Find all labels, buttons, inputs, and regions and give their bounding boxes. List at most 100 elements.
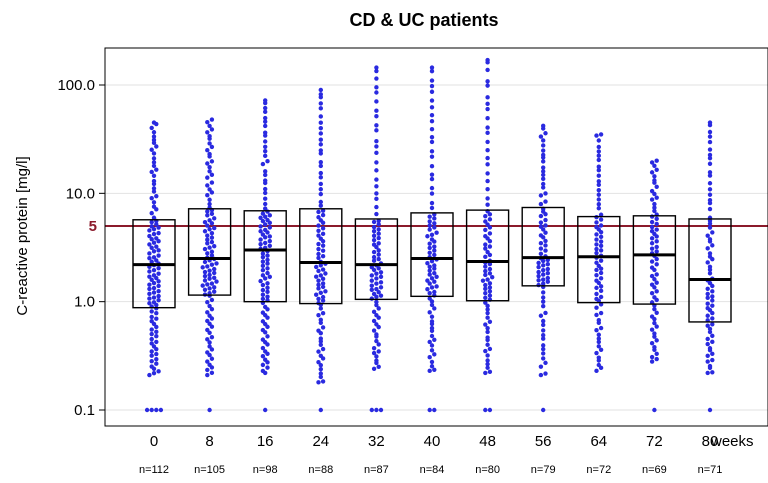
data-point (594, 232, 599, 237)
data-point (202, 273, 208, 279)
data-point (207, 136, 212, 141)
data-point (318, 339, 323, 344)
data-point (427, 407, 432, 413)
data-point (318, 106, 323, 111)
data-point (485, 130, 490, 136)
data-point (202, 246, 208, 252)
x-axis-label: weeks (710, 433, 754, 450)
data-point (151, 290, 157, 295)
data-point (652, 285, 657, 290)
data-point (207, 272, 212, 278)
data-point (485, 365, 490, 370)
data-point (710, 310, 715, 316)
data-point (156, 271, 161, 276)
data-point (149, 196, 154, 201)
data-point (378, 407, 384, 413)
data-point (378, 270, 384, 275)
data-point (707, 200, 713, 206)
data-point (427, 272, 432, 277)
data-point (432, 248, 437, 253)
data-point (427, 250, 432, 255)
data-point (432, 407, 437, 413)
data-point (151, 226, 157, 232)
data-point (429, 299, 435, 304)
data-point (434, 274, 439, 280)
data-point (707, 181, 713, 186)
data-point (541, 332, 546, 338)
data-point (151, 160, 157, 165)
data-point (202, 219, 208, 225)
data-point (485, 155, 490, 161)
data-point (323, 289, 328, 294)
data-point (318, 114, 323, 119)
data-point (376, 241, 381, 246)
data-point (705, 359, 710, 364)
data-point (541, 407, 546, 413)
data-point (652, 277, 657, 282)
plot-frame (104, 47, 768, 427)
data-point (369, 407, 374, 413)
data-point (483, 370, 488, 376)
data-point (541, 258, 546, 264)
data-point (376, 222, 381, 227)
data-point (263, 196, 268, 201)
data-point (209, 117, 215, 122)
data-point (429, 164, 435, 169)
data-point (710, 230, 715, 235)
data-point (158, 407, 164, 413)
data-point (374, 196, 379, 202)
data-point (541, 303, 546, 309)
data-point (371, 258, 377, 263)
data-point (485, 79, 490, 84)
data-point (260, 268, 266, 273)
data-point (705, 313, 710, 318)
data-point (207, 245, 212, 250)
data-point (594, 260, 599, 265)
data-point (707, 192, 713, 197)
data-point (263, 153, 268, 159)
data-point (543, 131, 548, 136)
data-point (649, 259, 655, 264)
data-point (649, 160, 655, 165)
data-point (205, 161, 210, 166)
data-point (318, 160, 323, 165)
data-point (318, 330, 323, 336)
data-point (374, 150, 379, 156)
data-point (149, 309, 154, 314)
data-point (654, 351, 659, 357)
data-point (374, 281, 379, 286)
data-point (316, 286, 321, 291)
data-point (538, 240, 544, 246)
data-point (483, 213, 488, 219)
data-point (707, 152, 713, 158)
data-point (654, 158, 659, 163)
data-point (487, 281, 493, 286)
data-point (374, 108, 379, 113)
data-point (654, 262, 659, 267)
data-point (541, 343, 546, 348)
data-point (147, 233, 152, 239)
data-point (707, 267, 713, 272)
data-point (432, 352, 437, 357)
data-point (432, 244, 437, 249)
x-tick-label: 8 (205, 433, 213, 450)
n-label: n=80 (475, 464, 500, 476)
data-point (371, 267, 377, 273)
data-point (536, 260, 541, 266)
data-point (598, 294, 604, 300)
data-point (320, 231, 326, 237)
data-point (483, 300, 488, 305)
data-point (369, 278, 374, 283)
data-point (483, 272, 488, 278)
data-point (707, 326, 713, 332)
data-point (429, 98, 435, 103)
data-point (263, 201, 268, 207)
data-point (541, 277, 546, 282)
data-point (432, 216, 437, 221)
data-point (654, 289, 659, 294)
data-point (320, 248, 326, 253)
data-point (147, 296, 152, 301)
data-point (374, 90, 379, 95)
data-point (156, 288, 161, 294)
data-point (267, 213, 272, 218)
